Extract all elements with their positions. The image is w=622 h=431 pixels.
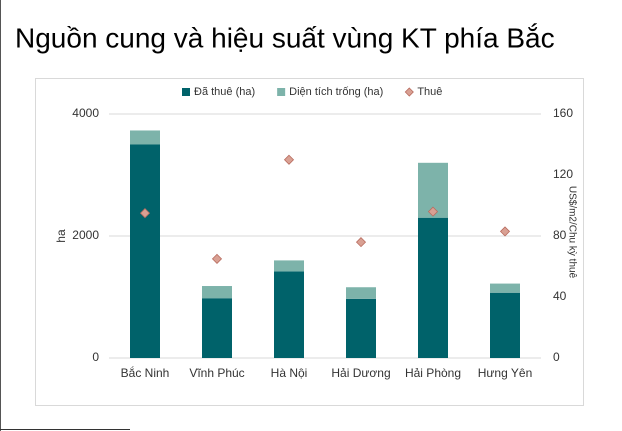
x-tick-label: Hưng Yên [478,366,533,380]
marker [283,154,295,165]
y-tick-label: 4000 [72,106,99,120]
legend-label: Thuê [417,86,442,98]
marker [427,206,439,217]
y2-tick-label: 160 [553,106,573,120]
y2-tick-label: 40 [553,289,567,303]
legend-swatch [277,88,286,96]
bar [130,130,160,145]
bar [274,271,304,358]
bar [202,286,232,299]
legend-swatch [182,88,190,96]
y2-axis-label: US$/m2/Chu kỳ thuê [566,186,577,279]
x-tick-label: Vĩnh Phúc [189,366,244,380]
legend-label: Diện tích trống (ha) [289,86,383,98]
y-axis-label: ha [54,229,68,243]
bar [346,287,376,299]
y-tick-label: 0 [92,350,99,364]
chart-box [35,78,584,406]
x-tick-label: Hà Nội [271,366,308,380]
marker [211,253,223,264]
x-tick-label: Hải Dương [331,366,390,380]
bar [346,298,376,358]
bar [490,283,520,293]
legend-label: Đã thuê (ha) [194,86,255,98]
bar [202,298,232,358]
chart-title: Nguồn cung và hiệu suất vùng KT phía Bắc [15,22,555,53]
marker [355,237,367,248]
y2-tick-label: 80 [553,228,567,242]
marker [139,208,151,219]
x-tick-label: Hải Phòng [405,366,461,380]
marker [499,226,511,237]
y-tick-label: 2000 [72,228,99,242]
bar [274,260,304,272]
bar [418,217,448,358]
bar [130,144,160,358]
legend-swatch [404,87,414,97]
y2-tick-label: 0 [553,350,560,364]
y2-tick-label: 120 [553,167,573,181]
x-tick-label: Bắc Ninh [121,365,170,380]
bar [490,292,520,358]
